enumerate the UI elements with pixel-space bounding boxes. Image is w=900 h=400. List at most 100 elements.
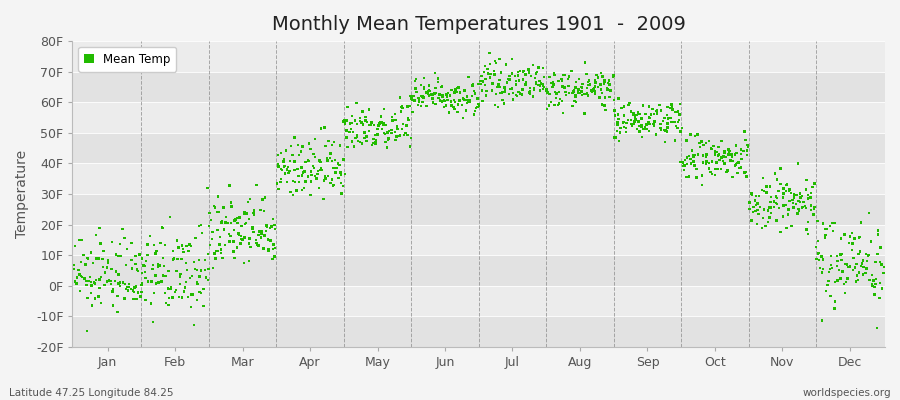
Point <box>287 158 302 165</box>
Point <box>806 212 821 218</box>
Point <box>830 253 844 260</box>
Point <box>736 148 751 154</box>
Point <box>296 170 310 176</box>
Point <box>738 168 752 175</box>
Point <box>234 223 248 230</box>
Bar <box>73 316 885 347</box>
Point <box>676 159 690 166</box>
Point <box>217 204 231 211</box>
Point <box>337 156 351 163</box>
Point <box>343 120 357 126</box>
Point <box>123 286 138 292</box>
Point <box>664 119 679 125</box>
Point <box>668 119 682 125</box>
Point <box>437 97 452 103</box>
Point <box>580 90 594 96</box>
Point <box>770 176 785 183</box>
Point <box>495 89 509 96</box>
Point <box>757 188 771 194</box>
Point <box>247 228 261 235</box>
Point <box>528 80 543 87</box>
Point <box>491 82 505 89</box>
Point <box>134 270 148 276</box>
Point <box>572 90 587 96</box>
Point <box>508 92 523 98</box>
Point <box>261 246 275 252</box>
Point <box>634 123 649 130</box>
Point <box>331 175 346 182</box>
Point <box>727 162 742 168</box>
Point <box>388 111 402 117</box>
Point <box>822 278 836 284</box>
Point <box>439 92 454 98</box>
Title: Monthly Mean Temperatures 1901  -  2009: Monthly Mean Temperatures 1901 - 2009 <box>272 15 686 34</box>
Point <box>183 275 197 281</box>
Point <box>371 131 385 138</box>
Point <box>722 149 736 155</box>
Point <box>492 84 507 90</box>
Point <box>851 234 866 241</box>
Point <box>597 80 611 87</box>
Point <box>254 234 268 241</box>
Point <box>262 247 276 254</box>
Point <box>77 276 92 282</box>
Point <box>154 278 168 285</box>
Point <box>850 272 864 279</box>
Point <box>530 68 544 75</box>
Point <box>708 151 723 158</box>
Point <box>104 281 118 287</box>
Point <box>377 130 392 136</box>
Point <box>68 278 82 284</box>
Point <box>707 148 722 155</box>
Point <box>752 211 766 217</box>
Point <box>834 235 849 242</box>
Point <box>135 255 149 262</box>
Point <box>349 132 364 138</box>
Point <box>190 297 204 304</box>
Point <box>88 232 103 238</box>
Point <box>799 186 814 192</box>
Point <box>756 175 770 181</box>
Point <box>569 99 583 105</box>
Point <box>169 268 184 274</box>
Point <box>274 166 288 172</box>
Point <box>695 138 709 145</box>
Point <box>617 104 632 110</box>
Point <box>188 266 202 272</box>
Point <box>559 92 573 98</box>
Point <box>671 108 686 115</box>
Point <box>292 152 306 158</box>
Point <box>295 187 310 194</box>
Point <box>175 294 189 301</box>
Point <box>192 222 206 229</box>
Point <box>218 242 232 248</box>
Point <box>604 87 618 94</box>
Point <box>556 110 571 116</box>
Point <box>218 219 232 226</box>
Point <box>811 238 825 244</box>
Point <box>259 222 274 229</box>
Bar <box>73 194 885 225</box>
Point <box>688 132 702 139</box>
Point <box>180 267 194 273</box>
Point <box>112 279 127 286</box>
Point <box>173 281 187 288</box>
Point <box>436 94 450 100</box>
Point <box>153 240 167 246</box>
Point <box>329 165 344 171</box>
Point <box>646 121 661 128</box>
Point <box>85 282 99 289</box>
Point <box>501 76 516 82</box>
Point <box>344 126 358 132</box>
Point <box>526 62 540 68</box>
Point <box>870 325 885 331</box>
Point <box>734 164 748 171</box>
Point <box>222 182 237 188</box>
Point <box>231 230 246 237</box>
Point <box>725 174 740 180</box>
Point <box>117 296 131 302</box>
Text: Latitude 47.25 Longitude 84.25: Latitude 47.25 Longitude 84.25 <box>9 388 174 398</box>
Point <box>237 260 251 266</box>
Point <box>602 94 616 100</box>
Point <box>685 147 699 154</box>
